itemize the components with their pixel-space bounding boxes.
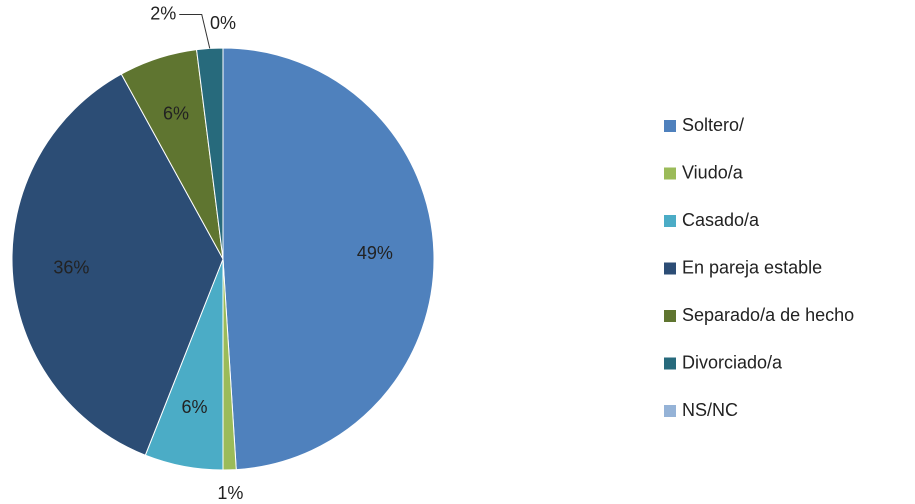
legend-swatch <box>664 357 676 370</box>
data-label-unit: % <box>160 3 176 23</box>
legend-label: Divorciado/a <box>682 352 783 372</box>
data-label: 6% <box>163 103 189 123</box>
data-label: 1% <box>217 483 243 503</box>
data-label-value: 2 <box>150 3 160 23</box>
legend-swatch <box>664 310 676 322</box>
legend-swatch <box>664 120 676 132</box>
data-label-value: 0 <box>210 13 220 33</box>
legend-label: Separado/a de hecho <box>682 305 854 325</box>
data-label: 49% <box>357 243 393 263</box>
pie-slice <box>11 73 224 456</box>
data-label-value: 6 <box>182 397 192 417</box>
legend-label: NS/NC <box>682 400 738 420</box>
data-label-value: 49 <box>357 243 377 263</box>
data-label: 36% <box>53 257 89 277</box>
leader-line <box>179 13 211 49</box>
legend-swatch <box>664 405 676 417</box>
data-label-value: 36 <box>53 257 73 277</box>
data-label: 2% <box>150 3 176 23</box>
pie-slice <box>222 47 435 471</box>
data-label-unit: % <box>220 13 236 33</box>
data-label-value: 1 <box>217 483 227 503</box>
legend-swatch <box>664 215 676 227</box>
data-label-unit: % <box>173 103 189 123</box>
legend-label: Casado/a <box>682 210 760 230</box>
legend-label: En pareja estable <box>682 257 822 277</box>
data-label-unit: % <box>192 397 208 417</box>
data-label-unit: % <box>73 257 89 277</box>
legend-swatch <box>664 262 676 275</box>
legend-label: Soltero/ <box>682 115 744 135</box>
data-label: 0% <box>210 13 236 33</box>
legend-label: Viudo/a <box>682 162 744 182</box>
data-label: 6% <box>182 397 208 417</box>
data-label-unit: % <box>227 483 243 503</box>
data-label-value: 6 <box>163 103 173 123</box>
legend-swatch <box>664 167 676 180</box>
data-label-unit: % <box>377 243 393 263</box>
